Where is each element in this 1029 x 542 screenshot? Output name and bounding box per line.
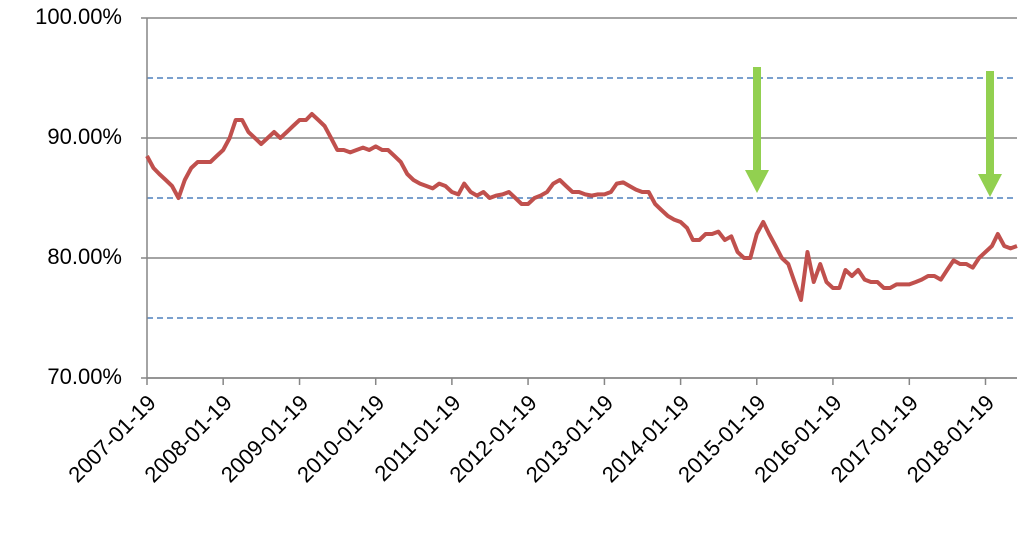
arrow	[745, 67, 769, 193]
arrow	[978, 71, 1002, 197]
y-tick-label: 80.00%	[47, 244, 122, 269]
y-tick-label: 70.00%	[47, 364, 122, 389]
y-tick-label: 100.00%	[35, 4, 122, 29]
y-tick-label: 90.00%	[47, 124, 122, 149]
data-line	[145, 112, 1018, 302]
